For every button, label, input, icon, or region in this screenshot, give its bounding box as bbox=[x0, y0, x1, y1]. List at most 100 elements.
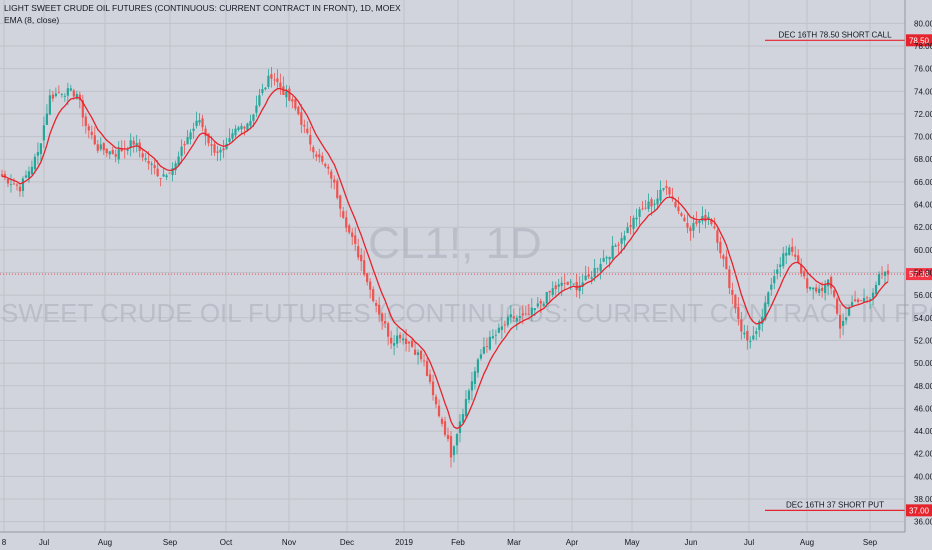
candle-body bbox=[54, 93, 57, 97]
candle-body bbox=[120, 148, 123, 152]
candle-body bbox=[354, 235, 357, 244]
candle-body bbox=[527, 313, 530, 315]
candle-body bbox=[96, 144, 99, 151]
candle-body bbox=[815, 287, 818, 292]
chart-legend: LIGHT SWEET CRUDE OIL FUTURES (CONTINUOU… bbox=[4, 2, 401, 26]
candle-body bbox=[126, 149, 129, 151]
candle-body bbox=[18, 186, 22, 192]
candle-body bbox=[844, 317, 848, 320]
candle-body bbox=[264, 87, 267, 90]
candle-body bbox=[865, 297, 869, 299]
candle-body bbox=[413, 349, 417, 355]
candle-body bbox=[267, 75, 270, 87]
watermark-symbol: CL1!, 1D bbox=[368, 219, 542, 268]
candle-body bbox=[620, 238, 623, 244]
candle-body bbox=[755, 331, 758, 334]
last-price-tag-text: 57.86 bbox=[909, 270, 930, 279]
candle-body bbox=[219, 149, 222, 153]
candle-body bbox=[384, 321, 387, 324]
candle-body bbox=[572, 283, 575, 285]
candle-body bbox=[168, 172, 171, 174]
candle-body bbox=[204, 128, 207, 136]
candle-body bbox=[366, 273, 369, 283]
marker-price-tag-text: 78.50 bbox=[909, 36, 930, 45]
y-tick-label: 80.00 bbox=[914, 19, 932, 28]
candle-body bbox=[387, 323, 390, 337]
candle-body bbox=[192, 128, 195, 131]
candle-body bbox=[381, 313, 384, 322]
candle-body bbox=[836, 298, 839, 314]
candle-body bbox=[662, 188, 665, 190]
indicator-label[interactable]: EMA (8, close) bbox=[4, 15, 60, 25]
candle-body bbox=[216, 151, 219, 153]
candle-body bbox=[608, 257, 611, 260]
candle-body bbox=[93, 135, 96, 145]
y-tick-label: 66.00 bbox=[914, 178, 932, 187]
candle-body bbox=[105, 148, 108, 154]
candle-body bbox=[746, 330, 749, 341]
candle-body bbox=[695, 221, 698, 224]
candle-body bbox=[856, 299, 860, 302]
candle-body bbox=[443, 421, 447, 435]
candle-body bbox=[300, 112, 303, 125]
candle-body bbox=[584, 275, 587, 281]
candle-body bbox=[743, 332, 746, 335]
candle-body bbox=[396, 335, 399, 344]
candle-body bbox=[9, 184, 13, 186]
candle-body bbox=[315, 154, 318, 157]
candle-body bbox=[279, 82, 282, 88]
candle-body bbox=[390, 337, 393, 344]
candle-body bbox=[680, 213, 683, 216]
time-axis[interactable]: 8 Jul Aug Sep Oct Nov Dec 2019 Feb Mar Apr May Jun Ju… bbox=[0, 531, 905, 547]
y-tick-label: 62.00 bbox=[914, 223, 932, 232]
candle-body bbox=[129, 140, 132, 148]
candle-body bbox=[686, 222, 689, 228]
candle-body bbox=[375, 303, 378, 306]
candle-body bbox=[545, 292, 548, 304]
candle-body bbox=[288, 88, 291, 101]
candle-body bbox=[0, 174, 4, 177]
y-tick-label: 76.00 bbox=[914, 65, 932, 74]
candle-body bbox=[560, 282, 563, 286]
candle-body bbox=[509, 314, 512, 318]
candle-body bbox=[482, 346, 486, 354]
candle-body bbox=[862, 297, 866, 303]
x-tick-label: Feb bbox=[451, 538, 465, 547]
candle-body bbox=[578, 285, 581, 292]
x-tick-label: Nov bbox=[282, 538, 296, 547]
candle-body bbox=[431, 381, 435, 396]
candle-body bbox=[812, 287, 815, 290]
candle-body bbox=[512, 316, 515, 319]
candle-body bbox=[102, 143, 105, 151]
candle-body bbox=[644, 207, 647, 209]
candle-body bbox=[647, 201, 650, 209]
candle-body bbox=[587, 274, 590, 277]
candle-body bbox=[401, 338, 405, 341]
marker-label: DEC 16TH 78.50 SHORT CALL bbox=[778, 30, 892, 39]
candle-body bbox=[794, 254, 797, 257]
y-tick-label: 70.00 bbox=[914, 133, 932, 142]
candle-body bbox=[228, 138, 231, 143]
candle-body bbox=[725, 256, 728, 270]
y-tick-label: 52.00 bbox=[914, 336, 932, 345]
candle-body bbox=[602, 258, 605, 262]
candle-body bbox=[497, 327, 500, 333]
candle-body bbox=[773, 276, 776, 284]
candle-body bbox=[566, 281, 569, 285]
price-axis[interactable]: 36.00 38.00 40.00 42.00 44.00 46.00 48.00 50.00… bbox=[904, 0, 932, 532]
candle-body bbox=[770, 284, 773, 290]
candle-body bbox=[467, 390, 471, 400]
candle-body bbox=[327, 166, 330, 169]
candle-body bbox=[186, 137, 189, 145]
candle-body bbox=[45, 113, 48, 125]
candle-body bbox=[318, 154, 321, 158]
candle-body bbox=[737, 306, 740, 320]
candle-body bbox=[776, 269, 779, 274]
candle-body bbox=[422, 360, 426, 362]
y-tick-label: 60.00 bbox=[914, 246, 932, 255]
candle-body bbox=[518, 315, 521, 318]
candle-body bbox=[114, 154, 117, 157]
marker-price-tag bbox=[906, 504, 932, 517]
candle-body bbox=[752, 335, 755, 340]
